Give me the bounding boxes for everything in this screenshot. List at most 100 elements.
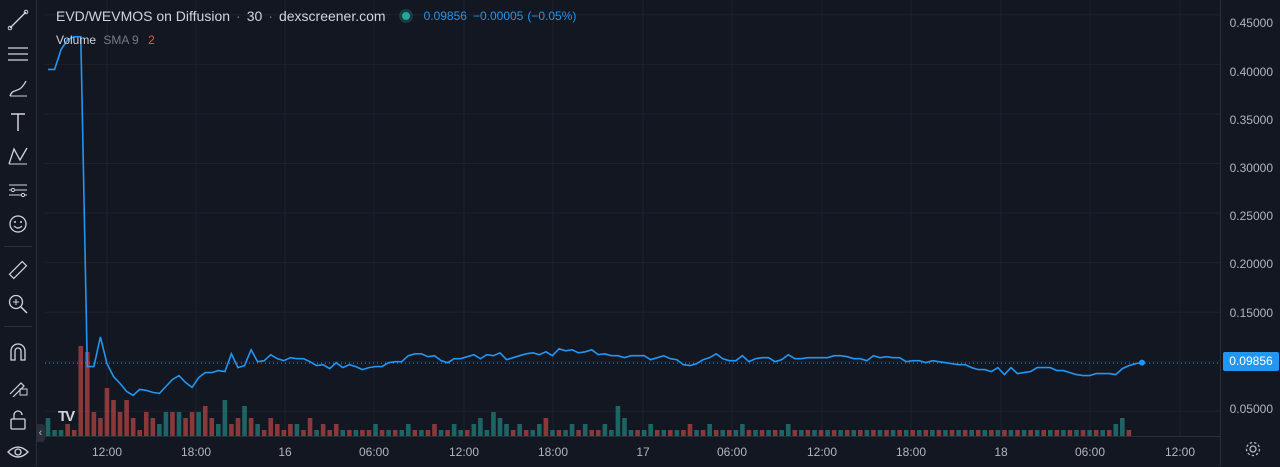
pattern-icon[interactable] <box>4 142 32 170</box>
eye-icon[interactable] <box>4 438 32 466</box>
interval-label[interactable]: 30 <box>246 8 263 24</box>
chart-pane[interactable] <box>45 0 1220 466</box>
volume-bar <box>1067 430 1073 436</box>
horizontal-lines-icon[interactable] <box>4 40 32 68</box>
symbol-title[interactable]: EVD/WEVMOS on Diffusion <box>56 8 231 24</box>
volume-bar <box>582 424 588 436</box>
toolbar-separator <box>4 326 32 327</box>
volume-bar <box>661 430 667 436</box>
time-tick: 12:00 <box>448 445 480 459</box>
volume-bar <box>98 418 103 436</box>
price-axis[interactable]: 0.45000 0.40000 0.35000 0.30000 0.25000 … <box>1220 0 1280 466</box>
volume-bar <box>91 412 97 436</box>
lock-drawing-icon[interactable] <box>4 372 32 400</box>
volume-bar <box>700 430 706 436</box>
volume-legend[interactable]: Volume SMA 9 2 <box>56 33 155 47</box>
volume-bar <box>576 430 581 436</box>
volume-bar <box>491 412 496 436</box>
text-icon[interactable] <box>4 108 32 136</box>
volume-bar <box>831 430 837 436</box>
volume-bar <box>45 418 51 436</box>
volume-bar <box>484 430 490 436</box>
volume-bar <box>975 430 981 436</box>
volume-bar <box>85 352 90 436</box>
volume-bar <box>589 430 595 436</box>
price-chart[interactable] <box>45 0 1220 466</box>
volume-bar <box>235 418 241 436</box>
trend-line-icon[interactable] <box>4 6 32 34</box>
price-tick: 0.35000 <box>1229 113 1273 127</box>
volume-bar <box>805 430 811 436</box>
zoom-in-icon[interactable] <box>4 290 32 318</box>
market-status-icon <box>401 12 410 20</box>
volume-bar <box>353 430 359 436</box>
volume-bar <box>989 430 994 436</box>
volume-bar <box>615 406 621 436</box>
ruler-icon[interactable] <box>4 256 32 284</box>
collapse-toolbar-button[interactable]: ‹ <box>36 424 45 442</box>
volume-bar <box>78 346 84 436</box>
volume-bar <box>445 430 450 436</box>
volume-bar <box>595 430 601 436</box>
volume-value: 2 <box>148 33 155 47</box>
volume-bar <box>1087 430 1092 436</box>
price-tick: 0.15000 <box>1229 306 1273 320</box>
volume-bar <box>766 430 771 436</box>
volume-bar <box>930 430 935 436</box>
volume-bar <box>170 412 175 436</box>
volume-bar <box>137 430 143 436</box>
volume-bar <box>419 430 424 436</box>
volume-bar <box>458 430 463 436</box>
volume-bar <box>713 430 719 436</box>
magnet-icon[interactable] <box>4 338 32 366</box>
volume-bar <box>425 430 431 436</box>
volume-bar <box>956 430 961 436</box>
volume-bar <box>884 430 889 436</box>
brush-icon[interactable] <box>4 74 32 102</box>
time-tick: 18:00 <box>537 445 569 459</box>
volume-bar <box>1106 430 1112 436</box>
measure-lines-icon[interactable] <box>4 176 32 204</box>
volume-bar <box>962 430 968 436</box>
emoji-icon[interactable] <box>4 210 32 238</box>
time-axis[interactable]: 12:00 18:00 16 06:00 12:00 18:00 17 06:0… <box>45 436 1220 467</box>
price-line <box>48 35 1143 397</box>
volume-bar <box>471 424 477 436</box>
volume-bar <box>563 430 568 436</box>
volume-bar <box>785 424 791 436</box>
volume-bar <box>1100 430 1105 436</box>
volume-bar <box>720 430 726 436</box>
volume-bar <box>851 430 857 436</box>
volume-bar <box>654 430 660 436</box>
volume-bar <box>1054 430 1060 436</box>
volume-bar <box>130 418 136 436</box>
volume-bar <box>65 424 70 436</box>
volume-bar <box>124 400 129 436</box>
volume-bar <box>189 412 195 436</box>
volume-bar <box>281 430 287 436</box>
volume-bar <box>694 430 699 436</box>
volume-bar <box>222 400 228 436</box>
price-tick: 0.25000 <box>1229 209 1273 223</box>
volume-bar <box>274 424 280 436</box>
volume-bar <box>229 424 234 436</box>
tradingview-logo-icon[interactable]: TV <box>58 408 75 425</box>
time-tick: 12:00 <box>1164 445 1196 459</box>
volume-bar <box>399 430 405 436</box>
volume-bar <box>858 430 863 436</box>
volume-bar <box>523 430 529 436</box>
lock-icon[interactable] <box>4 406 32 434</box>
volume-bar <box>871 430 876 436</box>
volume-bar <box>818 430 824 436</box>
volume-bar <box>943 430 948 436</box>
volume-bar <box>903 430 909 436</box>
volume-bar <box>288 424 293 436</box>
volume-bar <box>949 430 955 436</box>
time-tick: 06:00 <box>1074 445 1106 459</box>
volume-bar <box>163 412 169 436</box>
volume-bar <box>111 400 116 436</box>
time-tick: 17 <box>636 445 650 459</box>
volume-bar <box>360 430 365 436</box>
gear-icon[interactable] <box>1244 440 1262 458</box>
